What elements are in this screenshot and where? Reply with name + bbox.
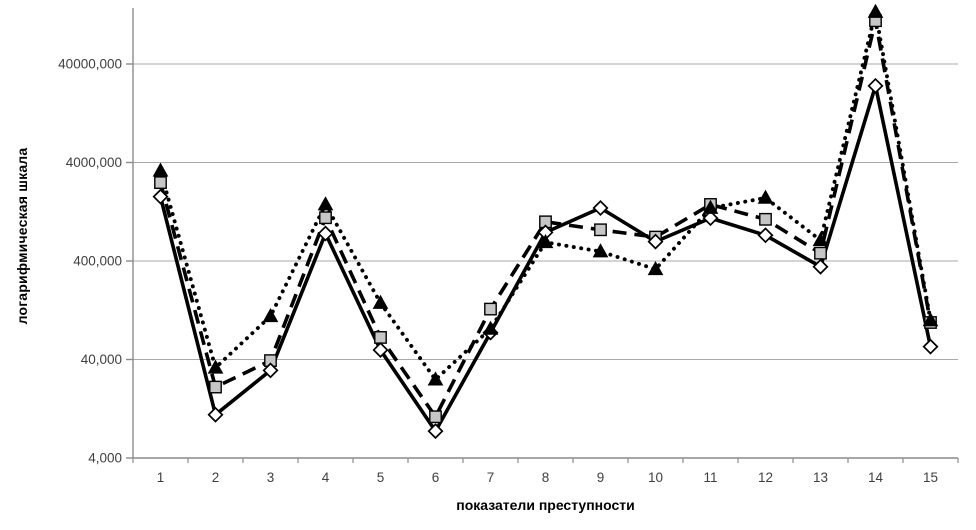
triangle-marker: [317, 196, 334, 211]
x-tick-label: 15: [923, 470, 938, 485]
x-tick-label: 14: [868, 470, 884, 485]
triangle-marker: [537, 234, 554, 249]
diamond-marker: [867, 77, 884, 94]
triangle-marker: [152, 162, 169, 177]
square-marker: [319, 211, 332, 225]
diamond-marker: [207, 406, 224, 423]
x-tick-label: 13: [813, 470, 828, 485]
x-tick-label: 2: [212, 470, 220, 485]
diamond-marker: [757, 227, 774, 244]
square-marker: [209, 380, 222, 394]
diamond-marker: [427, 423, 444, 440]
x-tick-label: 9: [597, 470, 605, 485]
triangle-marker: [812, 232, 829, 247]
diamond-marker: [702, 210, 719, 227]
triangle-marker: [702, 199, 719, 214]
x-tick-label: 4: [322, 470, 330, 485]
x-tick-label: 11: [703, 470, 717, 485]
x-tick-label: 6: [432, 470, 440, 485]
diamond-marker: [812, 258, 829, 275]
x-tick-label: 7: [487, 470, 495, 485]
x-tick-label: 5: [377, 470, 385, 485]
square-marker: [594, 223, 607, 237]
square-marker: [759, 212, 772, 226]
dashed-square-series-line: [158, 18, 933, 419]
triangle-marker: [592, 243, 609, 258]
triangle-marker: [867, 3, 884, 18]
x-tick-label: 12: [758, 470, 773, 485]
y-tick-label: 40,000: [81, 352, 122, 367]
square-marker: [814, 246, 827, 260]
y-tick-label: 40000,000: [58, 57, 122, 72]
triangle-marker: [372, 294, 389, 309]
square-marker: [484, 302, 497, 316]
y-tick-label: 4,000: [88, 451, 122, 466]
triangle-marker: [262, 307, 279, 323]
diamond-marker: [647, 233, 664, 250]
y-tick-label: 4000,000: [66, 155, 122, 170]
x-axis-title: показатели преступности: [456, 497, 635, 513]
square-marker: [429, 410, 442, 424]
triangle-marker: [207, 359, 224, 374]
diamond-marker: [262, 362, 279, 379]
triangle-marker: [922, 312, 939, 327]
y-axis-title: логарифмическая шкала: [14, 147, 30, 325]
square-marker: [374, 331, 387, 344]
diamond-marker: [922, 338, 939, 355]
diamond-marker: [592, 200, 609, 217]
triangle-marker: [757, 189, 774, 204]
x-tick-label: 8: [542, 470, 550, 485]
y-tick-label: 400,000: [73, 254, 122, 269]
triangle-marker: [427, 371, 444, 386]
square-marker: [154, 176, 167, 190]
x-tick-label: 1: [157, 470, 165, 485]
diamond-marker: [317, 225, 334, 242]
triangle-marker: [482, 320, 499, 335]
x-tick-label: 10: [648, 470, 663, 485]
dotted-triangle-series-line: [158, 10, 933, 382]
diamond-marker: [372, 341, 389, 358]
x-tick-label: 3: [267, 470, 275, 485]
triangle-marker: [647, 260, 664, 276]
diamond-marker: [152, 188, 169, 205]
